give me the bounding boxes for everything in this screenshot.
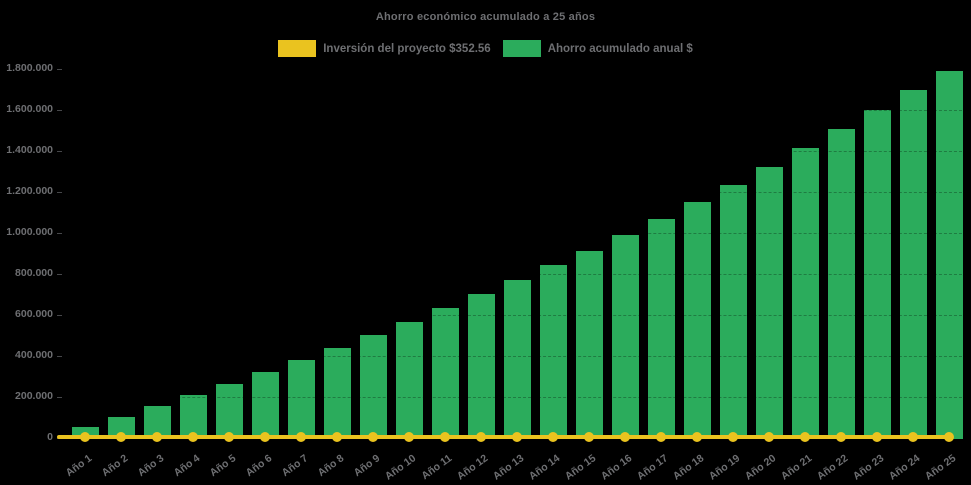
y-axis-tick <box>57 355 62 357</box>
investment-line-marker <box>476 432 486 443</box>
investment-line-marker <box>152 432 162 443</box>
bar-ano-20 <box>755 166 783 440</box>
investment-line-marker <box>548 432 558 443</box>
bar-ano-8 <box>323 347 351 440</box>
bar-ano-21 <box>791 148 819 440</box>
bar-ano-17 <box>647 218 675 440</box>
y-axis-tick-label: 1.600.000 <box>6 103 53 116</box>
investment-line-marker <box>584 432 594 443</box>
bar-ano-25 <box>935 70 963 440</box>
gridline <box>67 396 967 398</box>
legend-swatch-inversion <box>278 40 317 57</box>
legend-label-ahorro: Ahorro acumulado anual $ <box>547 42 693 55</box>
investment-line-marker <box>440 432 450 443</box>
investment-line-marker <box>404 432 414 443</box>
investment-line-marker <box>656 432 666 443</box>
investment-line-marker <box>728 432 738 443</box>
y-axis-tick-label: 800.000 <box>15 267 53 280</box>
gridline <box>67 314 967 316</box>
legend-label-inversion: Inversión del proyecto $352.56 <box>323 42 491 55</box>
gridline <box>67 68 967 70</box>
investment-line-marker <box>512 432 522 443</box>
legend: Inversión del proyecto $352.56 Ahorro ac… <box>0 40 971 57</box>
bar-ano-10 <box>395 322 423 440</box>
investment-line-marker <box>800 432 810 443</box>
y-axis-tick <box>57 314 62 316</box>
y-axis-tick-label: 1.200.000 <box>6 185 53 198</box>
investment-line-marker <box>944 432 954 443</box>
investment-line-marker <box>620 432 630 443</box>
bar-ano-6 <box>251 371 279 440</box>
y-axis-tick <box>57 150 62 152</box>
bar-ano-22 <box>827 129 855 440</box>
investment-line-marker <box>872 432 882 443</box>
chart-title: Ahorro económico acumulado a 25 años <box>375 11 596 23</box>
y-axis-tick <box>57 191 62 193</box>
bar-ano-18 <box>683 201 711 440</box>
gridline <box>67 150 967 152</box>
bar-ano-14 <box>539 265 567 440</box>
bar-ano-4 <box>179 395 207 440</box>
y-axis-tick-label: 1.800.000 <box>6 62 53 75</box>
y-axis-tick <box>57 109 62 111</box>
investment-line-marker <box>80 432 90 443</box>
bar-ano-2 <box>107 417 135 440</box>
gridline <box>67 355 967 357</box>
gridline <box>67 191 967 193</box>
gridline <box>67 232 967 234</box>
investment-line-marker <box>764 432 774 443</box>
y-axis-tick-label: 1.000.000 <box>6 226 53 239</box>
bar-ano-11 <box>431 308 459 440</box>
investment-line-marker <box>836 432 846 443</box>
investment-line-marker <box>224 432 234 443</box>
bar-ano-12 <box>467 294 495 440</box>
bar-ano-23 <box>863 110 891 440</box>
investment-line-marker <box>296 432 306 443</box>
y-axis-tick <box>57 273 62 275</box>
bar-ano-9 <box>359 335 387 440</box>
legend-swatch-ahorro <box>502 40 541 57</box>
y-axis-tick <box>57 68 62 70</box>
gridline <box>67 109 967 111</box>
bar-ano-5 <box>215 383 243 440</box>
gridline <box>67 273 967 275</box>
bar-ano-15 <box>575 250 603 440</box>
bar-ano-13 <box>503 279 531 440</box>
y-axis-tick-label: 600.000 <box>15 308 53 321</box>
bar-ano-7 <box>287 359 315 440</box>
y-axis-tick-label: 200.000 <box>15 390 53 403</box>
investment-line-marker <box>188 432 198 443</box>
legend-item-inversion[interactable]: Inversión del proyecto $352.56 <box>278 40 491 57</box>
legend-item-ahorro[interactable]: Ahorro acumulado anual $ <box>502 40 693 57</box>
investment-line-marker <box>116 432 126 443</box>
investment-line-marker <box>332 432 342 443</box>
y-axis-tick-label: 1.400.000 <box>6 144 53 157</box>
y-axis-tick-label: 400.000 <box>15 349 53 362</box>
y-axis-tick-label: 0 <box>47 431 53 443</box>
investment-line-marker <box>260 432 270 443</box>
investment-line-marker <box>368 432 378 443</box>
bar-ano-19 <box>719 184 747 440</box>
y-axis-tick <box>57 232 62 234</box>
bar-ano-16 <box>611 234 639 440</box>
investment-line <box>57 435 951 440</box>
investment-line-marker <box>692 432 702 443</box>
bar-ano-24 <box>899 90 927 440</box>
investment-line-marker <box>908 432 918 443</box>
y-axis-tick <box>57 396 62 398</box>
